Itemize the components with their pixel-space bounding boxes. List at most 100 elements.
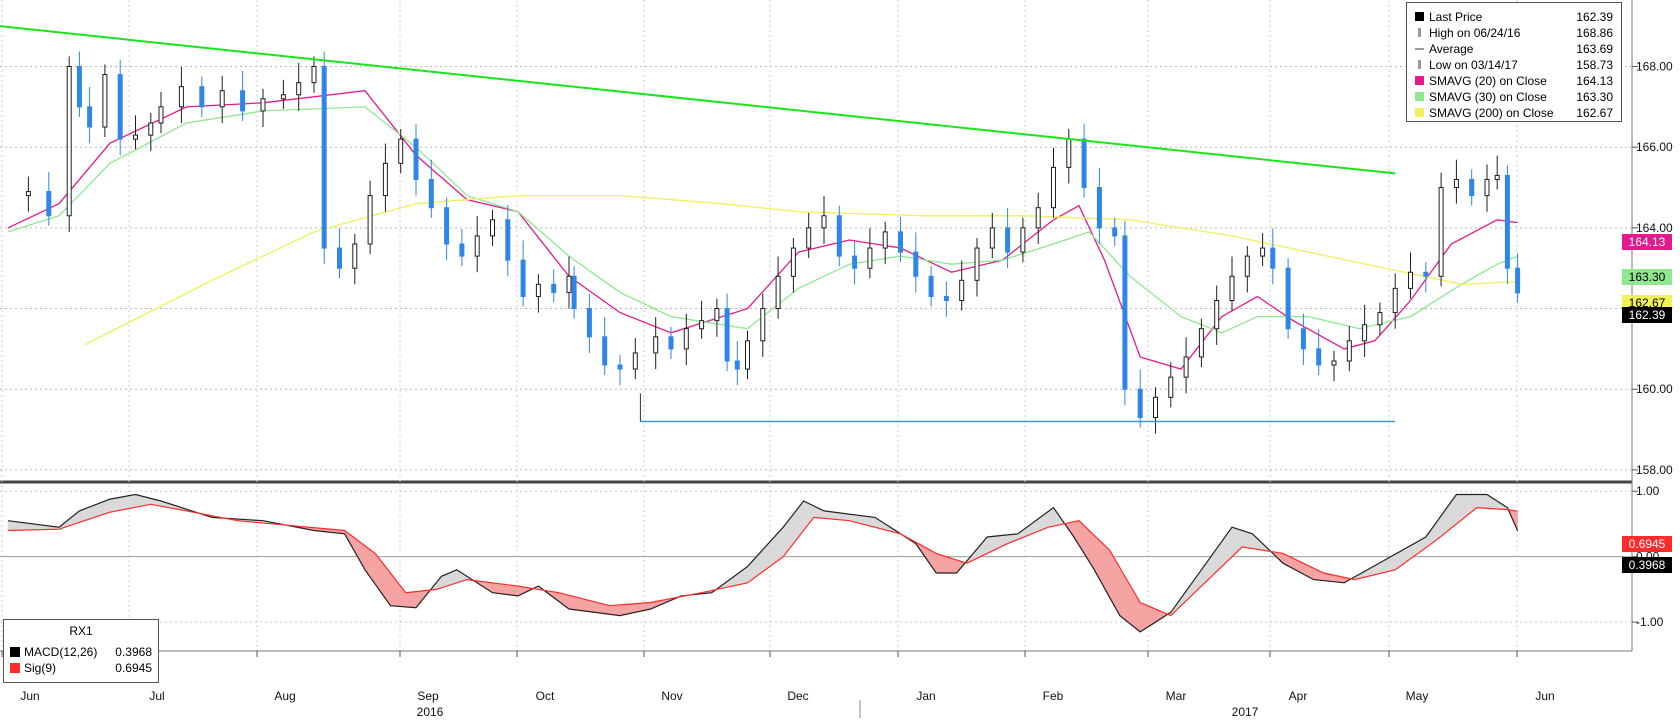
macd-fill-segment	[1139, 602, 1146, 633]
legend-row: High on 06/24/16 168.86	[1413, 25, 1615, 41]
macd-fill-segment	[1456, 494, 1462, 525]
candle	[87, 87, 93, 144]
candle-body	[1122, 235, 1128, 390]
macd-fill-segment	[1068, 521, 1075, 538]
macd-legend-row: MACD(12,26) 0.3968	[10, 644, 152, 660]
legend-swatch	[1418, 28, 1421, 37]
candle	[1096, 167, 1102, 245]
candle	[1331, 350, 1337, 382]
legend-value: 163.69	[1576, 42, 1613, 56]
macd-fill-segment	[951, 557, 957, 574]
legend-swatch	[1415, 92, 1424, 101]
macd-fill-segment	[1247, 531, 1253, 549]
macd-fill-segment	[941, 554, 947, 574]
candle	[1081, 124, 1087, 198]
trendlines	[0, 25, 1396, 423]
candle	[311, 56, 317, 93]
candle	[1005, 208, 1011, 269]
candle	[898, 216, 903, 263]
candle-body	[852, 255, 858, 269]
macd-lines	[7, 493, 1519, 633]
legend-label: SMAVG (200) on Close	[1429, 106, 1554, 120]
candle	[505, 204, 511, 277]
candle-body	[1153, 396, 1158, 418]
candle-body	[586, 308, 592, 338]
macd-legend-title: RX1	[69, 624, 93, 638]
candle	[734, 341, 740, 386]
candle-body	[321, 66, 327, 249]
sma30-line	[7, 106, 1518, 334]
tick-label: 1.00	[1636, 484, 1660, 498]
candle	[1453, 159, 1459, 204]
macd-fill-segment	[512, 585, 519, 597]
legend-row: Last Price 162.39	[1413, 9, 1615, 25]
macd-fill-segment	[1476, 494, 1483, 509]
candle-body	[1183, 356, 1189, 378]
macd-fill-segment	[130, 494, 136, 509]
macd-fill-segment	[502, 583, 509, 595]
candle-body	[367, 195, 373, 245]
legend-swatch	[1415, 12, 1424, 21]
candle-body	[760, 308, 766, 342]
candle-body	[474, 235, 480, 257]
candle-body	[1469, 178, 1475, 197]
candle-body	[882, 231, 888, 249]
candle	[1362, 304, 1368, 357]
tick-label: 160.00	[1636, 382, 1673, 396]
legend-swatch	[1415, 48, 1424, 50]
candle-body	[653, 336, 659, 354]
macd-fill-segment	[17, 521, 24, 531]
candle-body	[117, 74, 123, 140]
macd-fill-segment	[410, 591, 417, 608]
candle-body	[1331, 360, 1337, 366]
macd-fill-segment	[624, 603, 631, 615]
candle-body	[1362, 324, 1368, 342]
candle	[1438, 172, 1444, 287]
candle	[1260, 233, 1266, 267]
candle-body	[1168, 376, 1174, 398]
candle-body	[76, 66, 82, 108]
candle	[1051, 147, 1056, 218]
candle-body	[1137, 388, 1143, 418]
candle-body	[1081, 138, 1087, 189]
candle-body	[490, 219, 495, 237]
candle-body	[1494, 174, 1500, 180]
candle-body	[571, 275, 577, 310]
candle-body	[836, 215, 842, 257]
candle-body	[1515, 267, 1521, 294]
macd-fill-segment	[12, 521, 19, 531]
candle	[989, 212, 995, 259]
candle-body	[775, 275, 781, 310]
macd-tag-bg	[1622, 557, 1672, 573]
candle-body	[867, 247, 873, 269]
candle-body	[219, 90, 225, 108]
candles	[25, 51, 1521, 434]
macd-fill-segment	[7, 520, 14, 531]
macd-fill-segment	[109, 497, 116, 513]
legend-label: SMAVG (30) on Close	[1429, 90, 1547, 104]
macd-fill-segment	[568, 594, 575, 610]
candle-body	[989, 227, 995, 249]
candle-body	[913, 251, 919, 277]
candle	[520, 240, 526, 307]
month-label: Jun	[20, 689, 39, 703]
macd-fill-segment	[584, 598, 590, 612]
candle-body	[551, 283, 557, 293]
macd-fill-segment	[589, 600, 595, 613]
sma200-line	[84, 194, 1518, 346]
macd-legend-row: Sig(9) 0.6945	[10, 660, 152, 676]
candle	[240, 70, 246, 121]
macd-tag-bg	[1622, 536, 1672, 552]
macd-fill-segment	[614, 604, 621, 616]
macd-fill-segment	[125, 495, 131, 510]
candle-body	[428, 178, 434, 209]
candle-body	[683, 328, 689, 350]
macd-fill-segment	[405, 591, 412, 608]
tick-label: 164.00	[1636, 221, 1673, 235]
macd-fill-segment	[119, 496, 126, 511]
candle-body	[1035, 207, 1041, 229]
candle	[668, 326, 674, 359]
candle	[806, 212, 812, 259]
month-label: Apr	[1289, 689, 1308, 703]
